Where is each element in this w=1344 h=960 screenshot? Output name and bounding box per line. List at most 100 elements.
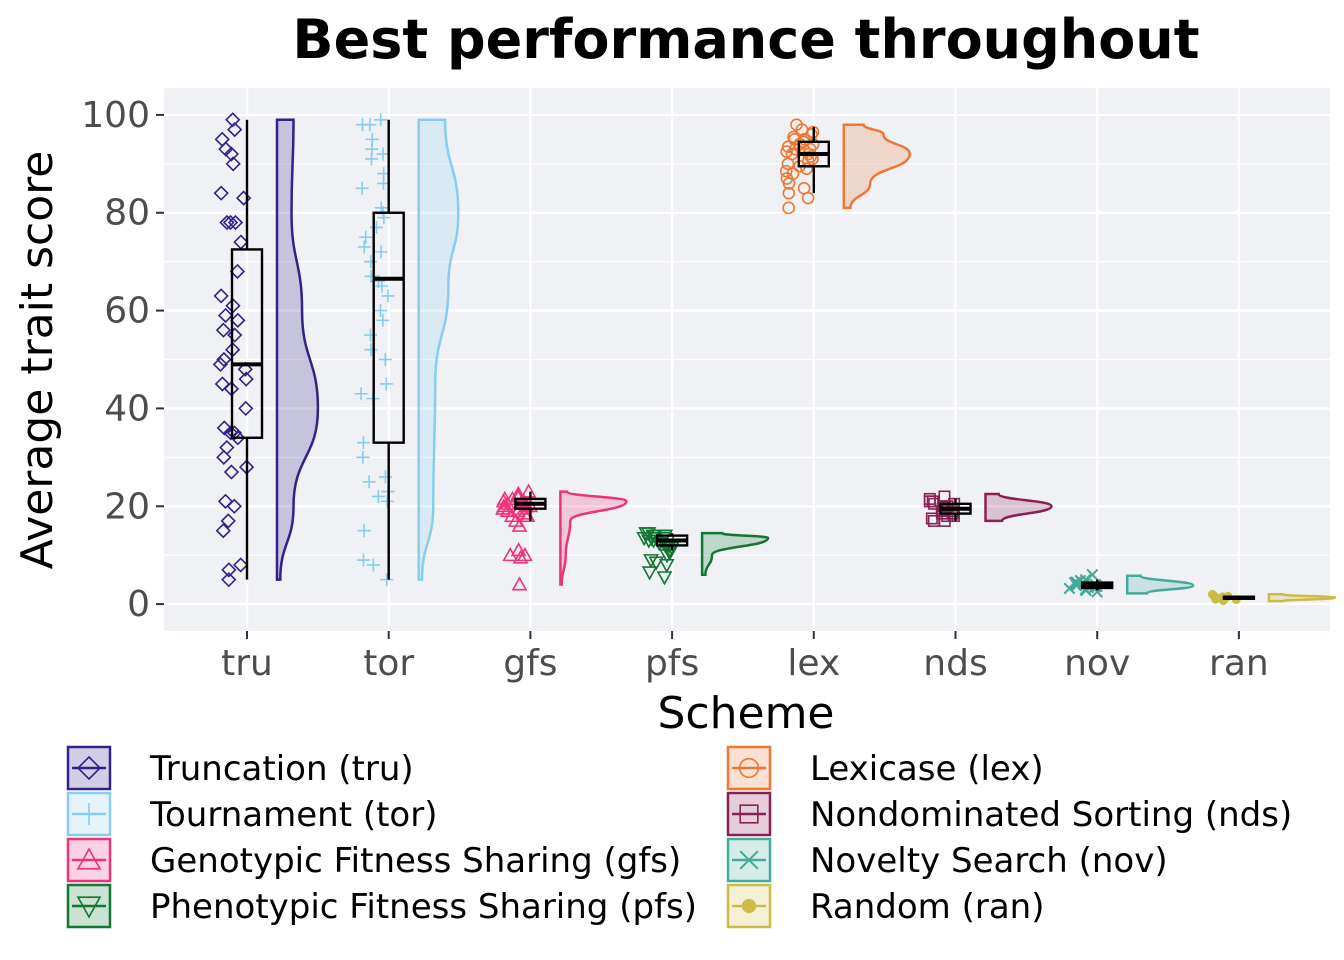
legend-label-gfs: Genotypic Fitness Sharing (gfs) (150, 841, 681, 881)
chart-marks (212, 112, 1337, 606)
legend-label-nov: Novelty Search (nov) (810, 841, 1168, 881)
point-tru (214, 376, 231, 392)
point-gfs (495, 493, 512, 508)
legend-item-nds: Nondominated Sorting (nds) (726, 791, 1292, 837)
grid-lines (164, 88, 1330, 631)
legend-marker-nds (739, 804, 759, 824)
point-gfs (510, 503, 526, 518)
point-tru (213, 185, 229, 201)
legend-marker-gfs (76, 847, 102, 870)
point-tor (366, 558, 380, 572)
point-pfs (643, 554, 659, 569)
legend-item-ran: Random (ran) (726, 883, 1044, 929)
legend-item-nov: Novelty Search (nov) (726, 837, 1168, 883)
point-tor (357, 524, 371, 538)
point-lex (800, 162, 813, 176)
point-tor (365, 152, 379, 166)
point-tor (356, 436, 370, 450)
x-tick-label: tor (363, 643, 414, 684)
point-nds (927, 514, 940, 527)
legend-marker-ran (741, 898, 757, 914)
point-tru (226, 498, 242, 514)
legend-marker-tor (78, 803, 100, 825)
legend-label-tru: Truncation (tru) (149, 749, 414, 789)
point-tru (223, 146, 240, 162)
point-tor (356, 553, 370, 567)
point-lex (781, 157, 795, 171)
point-lex (782, 186, 796, 200)
point-tru (227, 121, 243, 138)
point-pfs (661, 546, 678, 561)
series-tor (354, 113, 460, 587)
legend-item-tor: Tournament (tor) (66, 791, 437, 837)
point-lex (782, 201, 795, 215)
point-gfs (516, 505, 533, 520)
point-tor (364, 255, 378, 269)
y-tick-label: 100 (81, 95, 150, 136)
legend-item-gfs: Genotypic Fitness Sharing (gfs) (66, 837, 681, 883)
x-tick-label: ran (1209, 643, 1269, 684)
legend-item-pfs: Phenotypic Fitness Sharing (pfs) (66, 883, 697, 929)
point-tor (370, 220, 384, 234)
x-tick-label: lex (787, 643, 840, 684)
x-tick-label: nov (1064, 643, 1130, 684)
point-tru (215, 523, 231, 539)
point-gfs (511, 576, 528, 591)
point-lex (782, 177, 796, 190)
point-tru (225, 112, 241, 128)
point-tru (216, 449, 232, 465)
point-pfs (640, 534, 657, 549)
legend-item-lex: Lexicase (lex) (726, 745, 1044, 791)
point-tor (375, 279, 389, 293)
point-tor (381, 289, 395, 303)
point-tru (237, 361, 253, 377)
x-axis: tru tor gfs pfs lex nds nov ran (221, 631, 1269, 684)
point-lex (801, 191, 815, 205)
violin-ran (1267, 593, 1337, 603)
point-tru (223, 464, 240, 480)
point-nds (923, 495, 936, 508)
point-tor (378, 353, 392, 366)
point-gfs (512, 549, 529, 564)
legend-marker-nov (739, 850, 759, 870)
point-tru (227, 327, 243, 343)
series-nds (923, 490, 1053, 527)
point-tor (363, 118, 377, 132)
point-tor (355, 181, 369, 195)
point-tru (219, 214, 235, 231)
point-tru (217, 493, 234, 509)
legend-marker-lex (738, 757, 760, 779)
point-tru (216, 351, 232, 368)
y-tick-label: 20 (104, 486, 150, 527)
point-tor (376, 147, 390, 161)
legend-marker-tru (76, 755, 102, 781)
point-tru (215, 322, 232, 338)
point-tru (220, 513, 236, 529)
point-tru (216, 420, 232, 436)
point-tru (221, 562, 237, 578)
y-tick-label: 40 (104, 388, 150, 429)
x-tick-label: nds (923, 643, 987, 684)
violin-gfs (559, 490, 628, 586)
point-tru (223, 425, 239, 441)
series-lex (779, 118, 912, 215)
legend-item-tru: Truncation (tru) (66, 745, 414, 791)
point-tru (226, 425, 243, 441)
point-tor (364, 343, 378, 357)
point-pfs (658, 558, 675, 574)
point-tru (212, 356, 229, 373)
y-axis-title: Average trait score (12, 151, 63, 570)
violin-pfs (700, 531, 770, 576)
point-nov (1070, 579, 1083, 592)
legend-label-pfs: Phenotypic Fitness Sharing (pfs) (150, 887, 697, 927)
x-tick-label: pfs (645, 643, 699, 684)
legend-label-ran: Random (ran) (810, 887, 1044, 927)
violin-tor (417, 118, 460, 581)
point-tor (362, 475, 376, 489)
point-tor (364, 269, 378, 283)
chart-title: Best performance throughout (292, 8, 1199, 71)
series-gfs (495, 483, 628, 591)
point-tru (225, 156, 241, 172)
legend-label-tor: Tournament (tor) (149, 795, 437, 835)
